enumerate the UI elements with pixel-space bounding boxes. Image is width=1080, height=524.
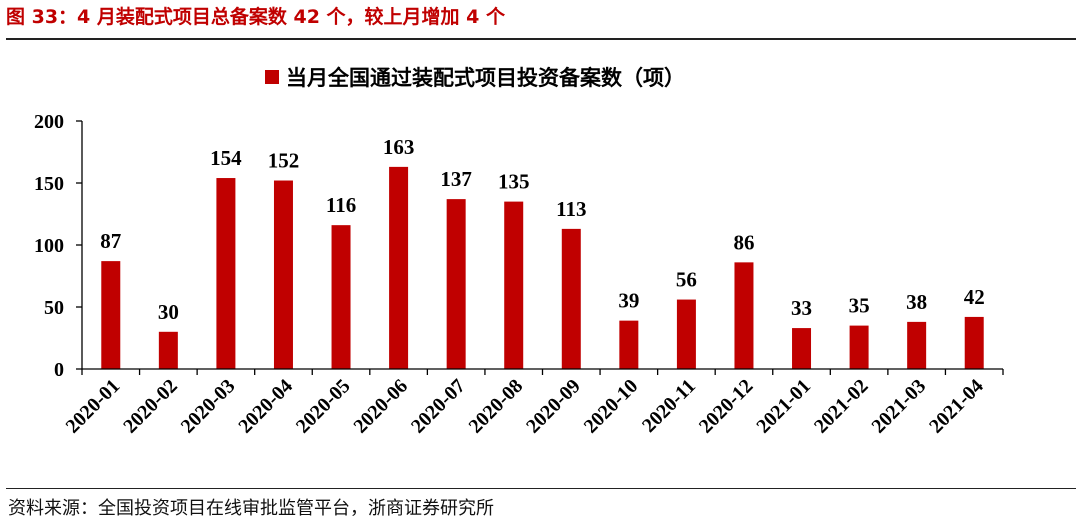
legend-swatch [265, 70, 279, 84]
y-tick-label: 200 [34, 111, 64, 133]
x-tick-label: 2020-06 [349, 375, 412, 438]
x-tick-label: 2021-01 [752, 375, 815, 438]
data-label: 56 [676, 268, 697, 292]
data-label: 163 [383, 135, 415, 159]
chart-legend: 当月全国通过装配式项目投资备案数（项） [265, 66, 685, 90]
x-tick-label: 2020-01 [62, 375, 125, 438]
bar [907, 321, 927, 369]
bar [504, 201, 524, 369]
x-tick-label: 2020-11 [638, 375, 700, 437]
bar [273, 180, 293, 369]
x-tick-label: 2021-04 [925, 375, 988, 438]
data-label: 33 [791, 296, 812, 320]
legend-label: 当月全国通过装配式项目投资备案数（项） [286, 66, 685, 90]
bar-chart: 当月全国通过装配式项目投资备案数（项） 0 50 100 150 200 87 30 154… [34, 66, 1004, 438]
y-tick-label: 50 [44, 297, 64, 319]
x-tick-label: 2020-03 [177, 375, 240, 438]
bar [734, 262, 754, 369]
data-label: 135 [498, 170, 530, 194]
bar [849, 325, 869, 369]
bar [389, 166, 409, 369]
bars [101, 166, 984, 369]
data-label: 87 [100, 229, 121, 253]
data-label: 39 [618, 289, 639, 313]
x-tick-label: 2020-10 [580, 375, 643, 438]
y-axis: 0 50 100 150 200 [34, 111, 83, 381]
bar [158, 331, 178, 369]
bar [446, 199, 466, 369]
x-tick-label: 2020-12 [695, 375, 758, 438]
data-label: 86 [733, 230, 754, 254]
x-tick-label: 2020-02 [119, 375, 182, 438]
data-label: 42 [964, 285, 985, 309]
bar [216, 178, 236, 369]
data-label: 137 [440, 167, 472, 191]
y-tick-label: 150 [34, 173, 64, 195]
x-axis: 2020-012020-022020-032020-042020-052020-… [62, 368, 1004, 438]
bar [792, 328, 812, 369]
x-tick-label: 2021-03 [867, 375, 930, 438]
data-label: 152 [268, 149, 300, 173]
x-tick-label: 2020-08 [465, 375, 528, 438]
data-label: 116 [326, 193, 356, 217]
bar [676, 299, 696, 369]
bar [964, 316, 984, 369]
bar [101, 261, 121, 369]
source-note: 资料来源：全国投资项目在线审批监管平台，浙商证券研究所 [8, 498, 494, 519]
x-tick-label: 2020-04 [234, 375, 297, 438]
source-rule [6, 488, 1076, 489]
data-label: 30 [158, 300, 179, 324]
x-tick-label: 2021-02 [810, 375, 873, 438]
data-labels: 87 30 154 152 116 163 137 135 113 39 56 86 33 35 38 42 [100, 135, 984, 324]
x-tick-label: 2020-05 [292, 375, 355, 438]
bar [561, 228, 581, 369]
data-label: 35 [849, 294, 870, 318]
data-label: 38 [906, 290, 927, 314]
y-tick-label: 0 [54, 359, 64, 381]
bar [331, 225, 351, 369]
title-rule [6, 38, 1076, 40]
data-label: 113 [556, 197, 586, 221]
x-tick-label: 2020-09 [522, 375, 585, 438]
bar [619, 320, 639, 369]
x-tick-label: 2020-07 [407, 375, 470, 438]
y-tick-label: 100 [34, 235, 64, 257]
figure-title: 图 33：4 月装配式项目总备案数 42 个，较上月增加 4 个 [6, 6, 506, 28]
data-label: 154 [210, 146, 242, 170]
